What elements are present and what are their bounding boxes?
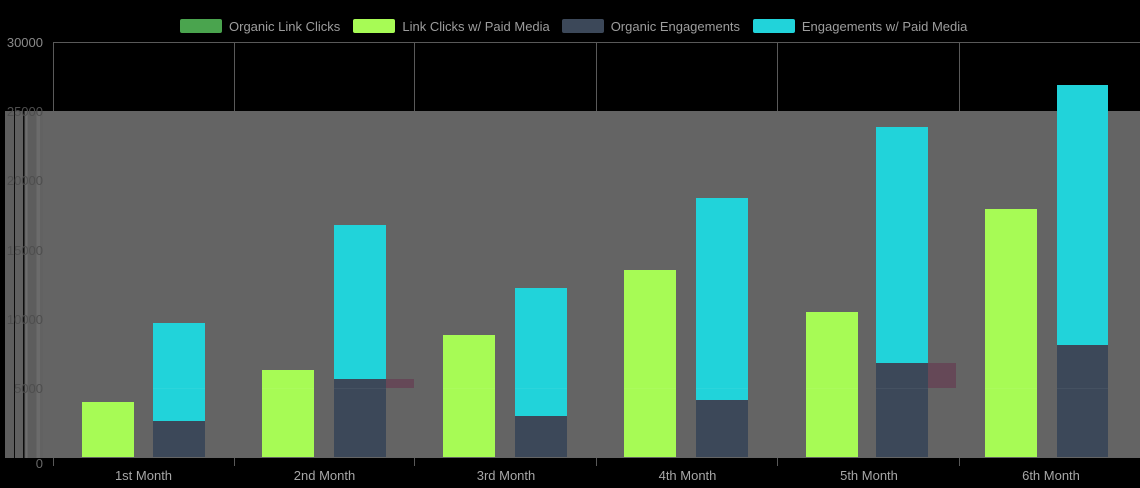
bar-engagements-paid-4[interactable] bbox=[876, 127, 928, 363]
bar-seam bbox=[443, 388, 495, 390]
legend-item-2[interactable]: Organic Engagements bbox=[610, 19, 741, 34]
bar-engagements-paid-2[interactable] bbox=[515, 288, 567, 417]
grid-vline-4 bbox=[777, 41, 778, 111]
axis-tick-1 bbox=[234, 458, 235, 466]
bar-seam bbox=[876, 388, 928, 390]
bar-organic-engagements-2[interactable] bbox=[515, 416, 567, 458]
grid-top-line bbox=[53, 41, 1140, 43]
grid-vline-1 bbox=[234, 41, 235, 111]
ghost-mark-4 bbox=[927, 362, 956, 389]
legend-item-0[interactable]: Organic Link Clicks bbox=[229, 19, 341, 34]
bar-engagements-paid-5[interactable] bbox=[1056, 85, 1109, 346]
bar-seam bbox=[696, 388, 748, 390]
bar-link-clicks-paid-4[interactable] bbox=[806, 312, 858, 458]
x-tick-label-1: 2nd Month bbox=[293, 468, 356, 483]
x-tick-label-4: 5th Month bbox=[840, 468, 898, 483]
bar-link-clicks-paid-0[interactable] bbox=[82, 402, 134, 458]
bar-seam bbox=[262, 388, 314, 390]
legend-swatch-0[interactable] bbox=[180, 18, 222, 33]
bar-link-clicks-paid-3[interactable] bbox=[624, 269, 676, 458]
axis-tick-2 bbox=[414, 458, 415, 466]
axis-tick-4 bbox=[777, 458, 778, 466]
bar-link-clicks-paid-5[interactable] bbox=[985, 209, 1037, 458]
bar-organic-engagements-5[interactable] bbox=[1056, 345, 1109, 458]
bar-seam bbox=[334, 388, 386, 390]
y-tick-label-20000: 20000 bbox=[6, 173, 43, 189]
bar-seam bbox=[806, 388, 858, 390]
legend-item-1[interactable]: Link Clicks w/ Paid Media bbox=[402, 19, 550, 34]
y-tick-label-10000: 10000 bbox=[6, 311, 43, 327]
y-tick-label-15000: 15000 bbox=[6, 242, 43, 258]
y-tick-label-25000: 25000 bbox=[6, 103, 43, 119]
y-tick-label-5000: 5000 bbox=[14, 381, 43, 397]
bar-organic-engagements-4[interactable] bbox=[876, 362, 928, 458]
axis-tick-5 bbox=[958, 458, 960, 466]
ghost-mark-1 bbox=[385, 379, 414, 389]
bar-link-clicks-paid-1[interactable] bbox=[262, 370, 314, 458]
y-tick-label-0: 0 bbox=[35, 455, 43, 471]
bar-seam bbox=[153, 388, 205, 390]
axis-tick-3 bbox=[595, 458, 597, 466]
x-tick-label-3: 4th Month bbox=[658, 468, 717, 483]
bar-organic-engagements-3[interactable] bbox=[696, 399, 748, 458]
bar-engagements-paid-0[interactable] bbox=[153, 322, 205, 422]
bar-link-clicks-paid-2[interactable] bbox=[443, 335, 495, 458]
x-tick-label-2: 3rd Month bbox=[476, 468, 536, 483]
bar-seam bbox=[1056, 388, 1109, 390]
bar-organic-engagements-1[interactable] bbox=[334, 379, 386, 458]
axis-tick-0 bbox=[53, 458, 54, 466]
bar-engagements-paid-1[interactable] bbox=[334, 224, 386, 379]
grid-vline-2 bbox=[414, 41, 415, 111]
legend-item-3[interactable]: Engagements w/ Paid Media bbox=[801, 19, 968, 34]
legend-swatch-1[interactable] bbox=[353, 18, 396, 33]
bar-organic-engagements-0[interactable] bbox=[153, 421, 205, 458]
y-axis-label-smear bbox=[5, 111, 43, 458]
bar-engagements-paid-3[interactable] bbox=[696, 198, 748, 400]
y-tick-label-30000: 30000 bbox=[6, 35, 43, 50]
bar-seam bbox=[985, 388, 1037, 390]
grid-vline-5 bbox=[958, 41, 960, 111]
legend-swatch-3[interactable] bbox=[752, 18, 795, 33]
legend-swatch-2[interactable] bbox=[561, 18, 604, 33]
overlay-box bbox=[43, 111, 1140, 458]
x-tick-label-0: 1st Month bbox=[114, 468, 173, 483]
x-tick-label-5: 6th Month bbox=[1022, 468, 1080, 483]
bar-seam bbox=[515, 388, 567, 390]
grid-vline-0 bbox=[53, 41, 54, 111]
bar-seam bbox=[624, 388, 676, 390]
grid-vline-3 bbox=[595, 41, 597, 111]
